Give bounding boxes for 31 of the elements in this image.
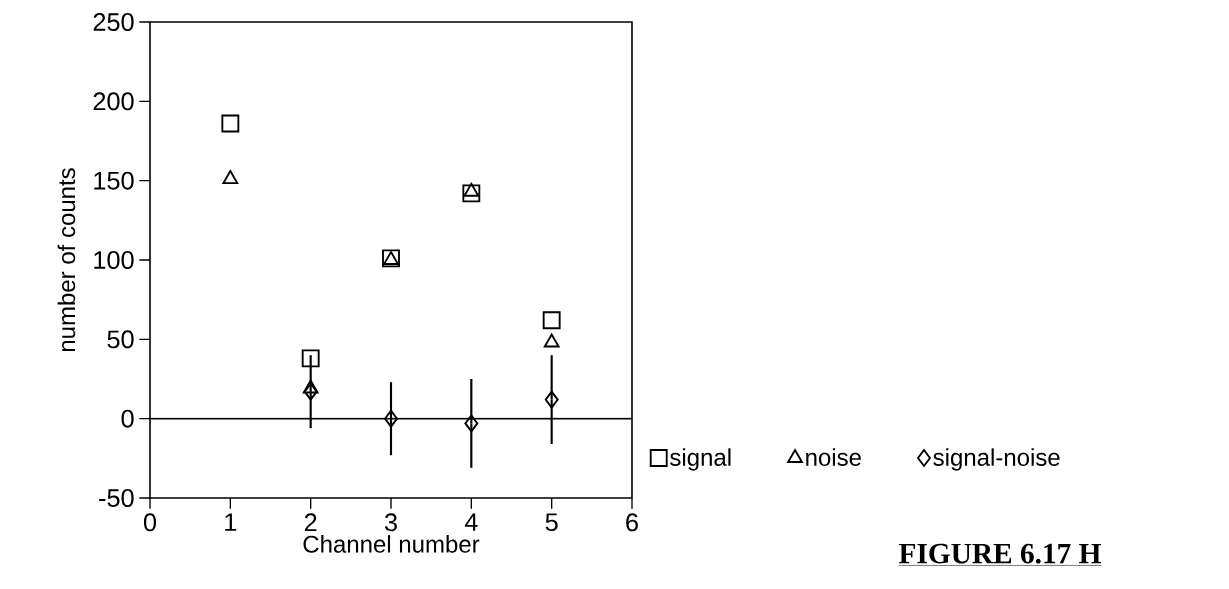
legend-label: signal xyxy=(670,448,731,471)
x-tick-label: 4 xyxy=(464,513,478,531)
x-tick-label: 5 xyxy=(545,513,558,532)
x-axis-title: Channel number xyxy=(303,535,480,553)
legend-label: noise xyxy=(806,448,861,466)
point xyxy=(543,333,560,348)
x-tick-label: 3 xyxy=(384,513,397,532)
point xyxy=(544,390,559,409)
x-tick-label: 0 xyxy=(143,513,157,532)
point xyxy=(463,182,480,197)
x-tick-label: 2 xyxy=(304,513,317,532)
legend-label: signal-noise xyxy=(933,448,1060,471)
text: FIGURE 6.17 H xyxy=(899,543,1101,564)
point xyxy=(222,170,239,185)
point xyxy=(303,382,318,401)
y-tick-label: -50 xyxy=(99,489,134,507)
y-tick-label: 50 xyxy=(107,330,134,349)
point xyxy=(384,409,398,428)
y-tick-label: 250 xyxy=(93,13,134,31)
x-tick-label: 1 xyxy=(225,513,237,531)
y-tick-label: 200 xyxy=(93,92,134,111)
x-tick-label: 6 xyxy=(626,513,638,532)
y-tick-label: 150 xyxy=(94,171,134,190)
y-tick-label: 100 xyxy=(94,251,134,269)
y-axis-title: number of counts xyxy=(57,168,76,352)
point xyxy=(464,414,479,433)
point xyxy=(301,349,320,368)
point xyxy=(221,114,240,133)
y-tick-label: 0 xyxy=(121,409,134,428)
point xyxy=(462,184,481,203)
point xyxy=(542,311,561,330)
